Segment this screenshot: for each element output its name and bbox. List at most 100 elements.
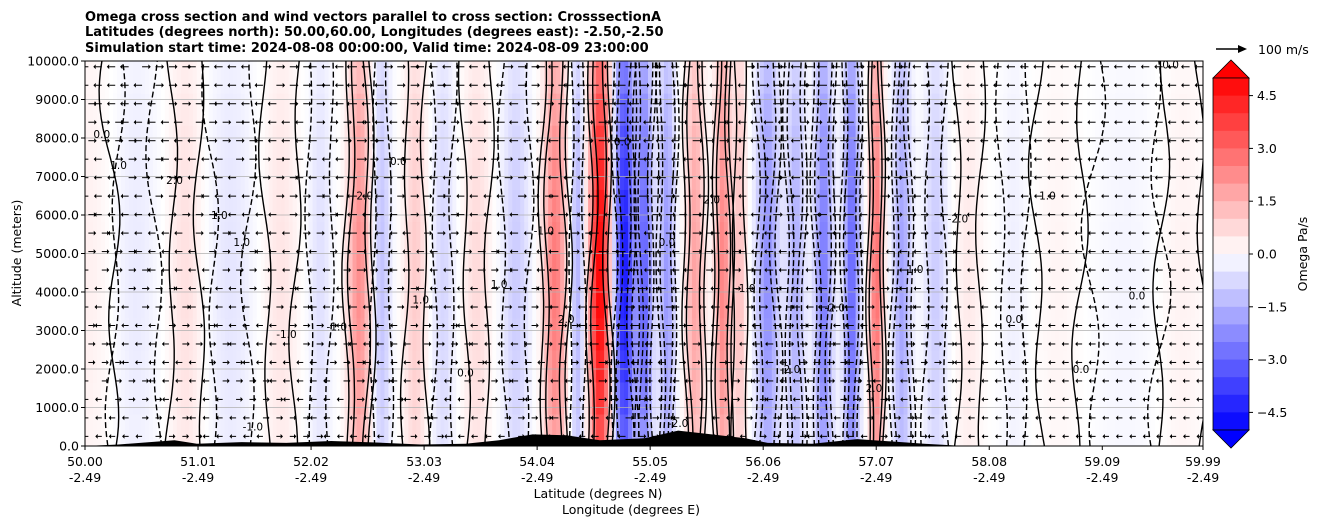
omega-cell: [1135, 189, 1140, 223]
wind-vector-head: [255, 156, 258, 162]
wind-vector-head: [148, 64, 151, 70]
omega-cell: [751, 381, 757, 415]
wind-vector-head: [389, 119, 392, 125]
omega-cell: [779, 189, 785, 223]
omega-cell: [775, 253, 781, 287]
omega-cell: [160, 349, 166, 383]
omega-cell: [428, 349, 433, 383]
omega-cell: [1175, 221, 1180, 255]
omega-cell: [328, 221, 334, 255]
omega-cell: [136, 253, 142, 287]
omega-cell: [552, 381, 557, 415]
omega-cell: [719, 125, 725, 158]
omega-cell: [1103, 317, 1108, 351]
wind-vector-head: [524, 64, 528, 70]
omega-cell: [1179, 189, 1184, 223]
omega-cell: [1191, 349, 1196, 383]
omega-cell: [156, 93, 162, 126]
omega-cell: [739, 157, 745, 190]
omega-cell: [783, 93, 789, 126]
omega-cell: [568, 157, 573, 190]
omega-cell: [1051, 125, 1056, 158]
omega-cell: [368, 381, 374, 415]
omega-cell: [540, 285, 545, 319]
omega-cell: [703, 93, 709, 126]
omega-cell: [667, 125, 673, 158]
omega-cell: [288, 381, 294, 415]
omega-cell: [416, 157, 421, 190]
omega-cell: [883, 189, 889, 223]
omega-cell: [148, 157, 154, 190]
omega-cell: [396, 93, 402, 126]
omega-cell: [264, 157, 270, 190]
wind-vector-head: [173, 138, 177, 144]
contour-line: [625, 61, 635, 446]
omega-cell: [935, 285, 941, 319]
omega-cell: [88, 189, 94, 223]
wind-vector-head: [470, 119, 473, 125]
omega-cell: [388, 349, 394, 383]
omega-cell: [1043, 285, 1048, 319]
omega-cell: [200, 157, 206, 190]
contour-line: [681, 61, 690, 446]
omega-cell: [264, 61, 270, 94]
omega-cell: [392, 413, 398, 446]
omega-cell: [628, 93, 633, 126]
omega-cell: [432, 61, 437, 94]
omega-cell: [416, 93, 421, 126]
wind-vector-head: [133, 138, 137, 144]
omega-cell: [88, 381, 94, 415]
omega-cell: [640, 413, 645, 446]
wind-vector-head: [444, 433, 447, 439]
omega-cell: [572, 93, 577, 126]
omega-cell: [636, 189, 641, 223]
omega-cell: [436, 381, 441, 415]
omega-cell: [400, 317, 406, 351]
omega-cell: [240, 221, 246, 255]
omega-cell: [624, 189, 629, 223]
omega-cell: [867, 349, 873, 383]
omega-cell: [112, 285, 118, 319]
contour-line: [649, 61, 658, 446]
omega-cell: [811, 221, 817, 255]
omega-cell: [683, 413, 689, 446]
omega-cell: [292, 285, 298, 319]
omega-cell: [284, 285, 290, 319]
omega-cell: [791, 189, 797, 223]
omega-cell: [1115, 413, 1120, 446]
omega-cell: [620, 61, 625, 94]
omega-cell: [923, 285, 929, 319]
omega-cell: [392, 317, 398, 351]
omega-cell: [979, 93, 984, 126]
omega-cell: [364, 413, 370, 446]
omega-cell: [284, 317, 290, 351]
omega-cell: [132, 413, 138, 446]
omega-cell: [655, 381, 661, 415]
omega-cell: [312, 61, 318, 94]
omega-cell: [887, 157, 893, 190]
omega-cell: [556, 221, 561, 255]
omega-cell: [931, 125, 937, 158]
omega-cell: [671, 157, 677, 190]
omega-cell: [120, 349, 126, 383]
wind-vector-head: [549, 286, 552, 291]
omega-cell: [1075, 349, 1080, 383]
omega-cell: [671, 61, 677, 94]
omega-cell: [647, 349, 653, 383]
omega-cell: [1071, 285, 1076, 319]
omega-cell: [308, 221, 314, 255]
omega-cell: [300, 189, 306, 223]
omega-cell: [999, 221, 1004, 255]
contour-line: [701, 61, 710, 446]
omega-cell: [1103, 381, 1108, 415]
wind-vector-head: [403, 378, 406, 384]
omega-cell: [1027, 253, 1032, 287]
omega-cell: [799, 189, 805, 223]
omega-cell: [915, 413, 921, 446]
omega-cell: [1187, 349, 1192, 383]
wind-vector-head: [402, 193, 405, 199]
omega-cell: [404, 61, 410, 94]
omega-cell: [536, 317, 541, 351]
omega-cell: [803, 285, 809, 319]
omega-cell: [440, 93, 445, 126]
